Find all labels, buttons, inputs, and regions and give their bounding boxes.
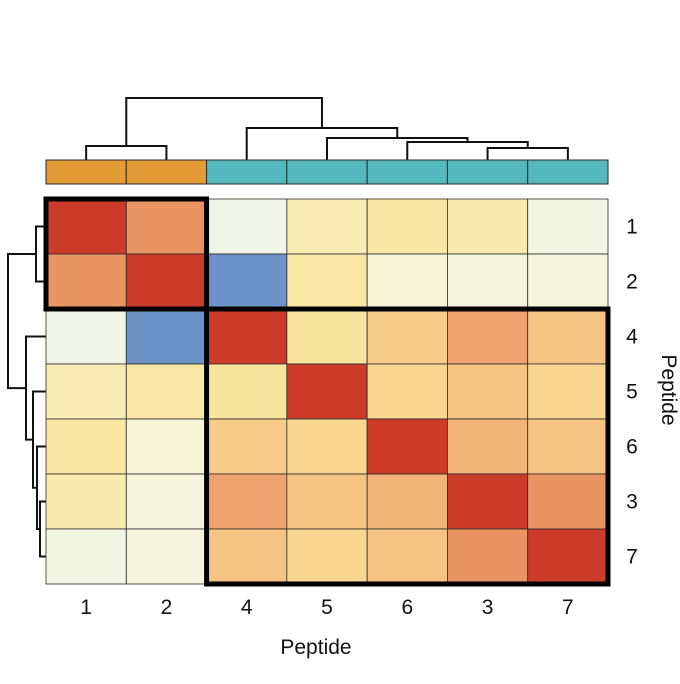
heatmap-cell-7-3 — [447, 528, 529, 585]
heatmap-cell-5-3 — [447, 363, 529, 420]
heatmap-cell-7-6 — [366, 528, 448, 585]
cluster-boxes — [43, 196, 611, 587]
heatmap-cell-3-7 — [527, 473, 609, 530]
x-axis-label: Peptide — [280, 636, 351, 659]
heatmap-cell-7-4 — [206, 528, 288, 585]
heatmap-cell-4-3 — [447, 308, 529, 365]
heatmap-cell-1-6 — [366, 198, 448, 255]
top-dendro-link-4 — [245, 127, 399, 160]
y-tick-6: 6 — [626, 436, 638, 459]
heatmap-cells — [45, 198, 609, 585]
heatmap-cell-7-5 — [286, 528, 368, 585]
y-tick-3: 3 — [626, 491, 638, 514]
left-dendro-root — [7, 253, 36, 390]
heatmap-cell-4-4 — [206, 308, 288, 365]
heatmap-cell-2-7 — [527, 253, 609, 310]
top-dendro-link-6 — [406, 141, 529, 160]
x-tick-5: 5 — [321, 596, 333, 619]
x-tick-7: 7 — [562, 596, 574, 619]
cluster-color-bar — [45, 159, 609, 185]
heatmap-cell-4-5 — [286, 308, 368, 365]
heatmap-cell-7-7 — [527, 528, 609, 585]
heatmap-cell-4-1 — [45, 308, 127, 365]
top-dendro-link-1-2 — [85, 145, 168, 160]
heatmap-cell-2-3 — [447, 253, 529, 310]
cluster-bar-cell-6 — [366, 159, 448, 185]
x-tick-6: 6 — [401, 596, 413, 619]
heatmap-cell-4-2 — [125, 308, 207, 365]
heatmap-cell-5-6 — [366, 363, 448, 420]
heatmap-cell-1-7 — [527, 198, 609, 255]
x-tick-1: 1 — [80, 596, 92, 619]
heatmap-cell-2-1 — [45, 253, 127, 310]
heatmap-cell-1-3 — [447, 198, 529, 255]
y-tick-4: 4 — [626, 326, 638, 349]
heatmap-cell-3-2 — [125, 473, 207, 530]
heatmap-cell-5-1 — [45, 363, 127, 420]
heatmap-cell-2-5 — [286, 253, 368, 310]
x-tick-labels: 1 2 4 5 6 3 7 — [80, 596, 573, 619]
heatmap-cell-7-1 — [45, 528, 127, 585]
top-dendrogram — [85, 97, 569, 160]
heatmap-cell-6-5 — [286, 418, 368, 475]
cluster-bar-cell-2 — [125, 159, 208, 185]
heatmap-cell-6-7 — [527, 418, 609, 475]
heatmap-cell-1-2 — [125, 198, 207, 255]
heatmap-cell-3-6 — [366, 473, 448, 530]
heatmap-cell-7-2 — [125, 528, 207, 585]
cluster-bar-cell-1 — [45, 159, 127, 185]
heatmap-cell-3-4 — [206, 473, 288, 530]
top-dendro-root — [125, 97, 323, 146]
x-tick-4: 4 — [241, 596, 253, 619]
heatmap-cell-1-4 — [206, 198, 288, 255]
top-dendro-link-3-7 — [486, 147, 569, 160]
cluster-bar-cell-5 — [286, 159, 368, 185]
y-tick-5: 5 — [626, 381, 638, 404]
left-dendro-link-5 — [32, 390, 46, 489]
cluster-box-2 — [204, 306, 611, 587]
heatmap-cell-1-5 — [286, 198, 368, 255]
heatmap-cell-4-7 — [527, 308, 609, 365]
heatmap-cell-6-4 — [206, 418, 288, 475]
cluster-box-1 — [43, 196, 210, 312]
heatmap-cell-3-3 — [447, 473, 529, 530]
heatmap-cell-3-1 — [45, 473, 127, 530]
cluster-bar-cell-3 — [446, 159, 529, 185]
x-tick-2: 2 — [161, 596, 173, 619]
heatmap-cell-2-6 — [366, 253, 448, 310]
heatmap-cell-2-2 — [125, 253, 207, 310]
heatmap-cell-5-7 — [527, 363, 609, 420]
y-tick-labels: 1 2 4 5 6 3 7 — [626, 216, 638, 569]
y-tick-2: 2 — [626, 271, 638, 294]
heatmap-cell-6-1 — [45, 418, 127, 475]
heatmap-cell-4-6 — [366, 308, 448, 365]
cluster-bar-cell-4 — [206, 159, 288, 185]
left-dendro-link-6 — [36, 445, 46, 530]
x-tick-3: 3 — [482, 596, 494, 619]
y-tick-7: 7 — [626, 546, 638, 569]
heatmap-cell-2-4 — [206, 253, 288, 310]
heatmap-cell-5-2 — [125, 363, 207, 420]
cluster-bar-cell-7 — [527, 159, 609, 185]
heatmap-cell-6-3 — [447, 418, 529, 475]
heatmap-cell-6-2 — [125, 418, 207, 475]
left-dendro-link-4 — [25, 335, 46, 441]
heatmap-cell-5-4 — [206, 363, 288, 420]
heatmap-cell-3-5 — [286, 473, 368, 530]
y-tick-1: 1 — [626, 216, 638, 239]
y-axis-label: Peptide — [657, 354, 680, 425]
left-dendrogram — [7, 225, 46, 558]
heatmap-cell-6-6 — [366, 418, 448, 475]
heatmap-cell-1-1 — [45, 198, 127, 255]
heatmap-cell-5-5 — [286, 363, 368, 420]
left-dendro-link-3-7 — [39, 500, 46, 558]
